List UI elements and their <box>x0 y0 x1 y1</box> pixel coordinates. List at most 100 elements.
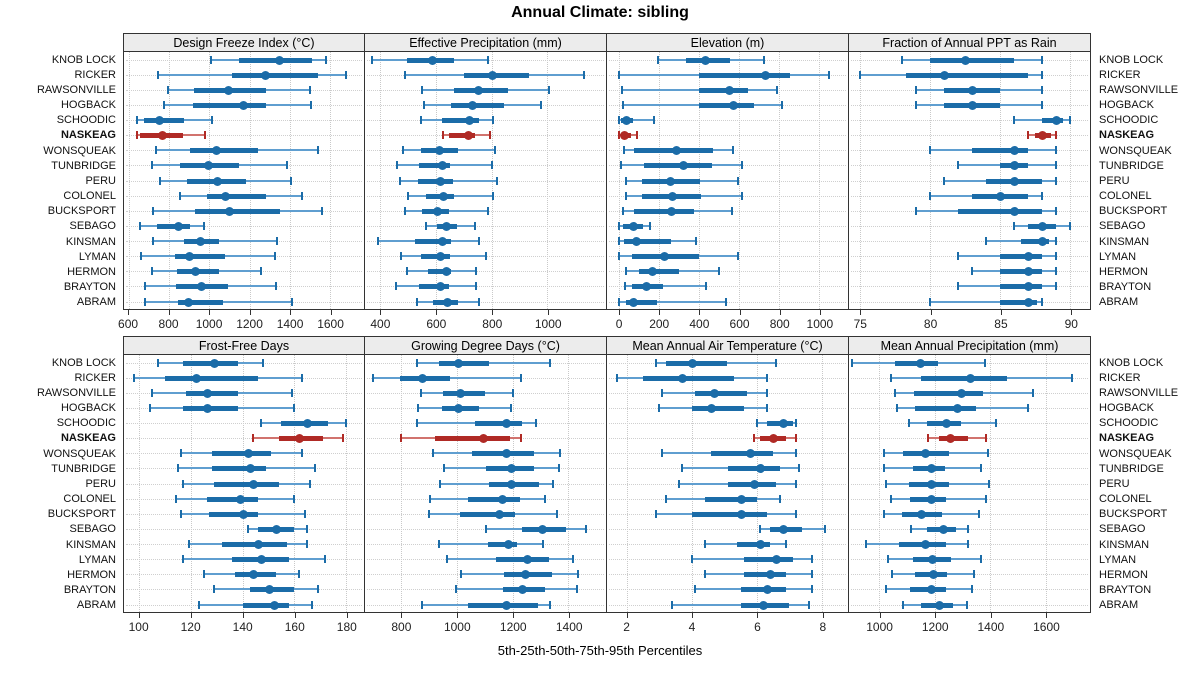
tick-label: 600 <box>729 317 750 331</box>
row-guide <box>851 135 1088 137</box>
median-dot <box>455 388 465 398</box>
gridline <box>345 355 347 612</box>
series-row-tunbridge <box>365 461 606 476</box>
series-row-ricker <box>607 67 848 82</box>
panel-mean-annual-precipitation-mm <box>849 355 1091 613</box>
series-row-wonsqueak <box>849 446 1090 461</box>
series-row-hogback <box>124 97 364 112</box>
whisker-cap <box>140 252 143 261</box>
median-dot <box>468 100 478 110</box>
tick-mark <box>492 310 494 315</box>
gridline <box>380 52 382 309</box>
percentile-bar-25-75 <box>624 239 671 245</box>
median-dot <box>501 449 511 459</box>
whisker-cap <box>404 206 407 215</box>
tick-mark <box>436 310 438 315</box>
series-row-ricker <box>365 370 606 385</box>
tick-label: 4 <box>688 620 696 634</box>
panel-header-fraction-of-annual-ppt-as-rain: Fraction of Annual PPT as Rain <box>849 33 1091 52</box>
whisker-cap <box>621 85 623 94</box>
station-label-sebago: SEBAGO <box>1099 220 1146 233</box>
tick-mark <box>692 613 694 618</box>
row-guide <box>367 286 604 288</box>
tick-mark <box>209 310 211 315</box>
series-row-bucksport <box>365 506 606 521</box>
tick-label: 120 <box>180 620 201 634</box>
series-row-sebago <box>607 521 848 536</box>
panel-rows <box>365 355 606 612</box>
whisker-cap <box>703 540 706 549</box>
median-dot <box>677 373 687 383</box>
whisker-cap <box>890 570 893 579</box>
whisker-cap <box>539 100 542 109</box>
whisker-cap <box>547 85 550 94</box>
whisker-cap <box>398 176 401 185</box>
whisker-cap <box>557 464 560 473</box>
series-row-ricker <box>607 370 848 385</box>
series-row-bucksport <box>124 203 364 218</box>
station-label-lyman: LYMAN <box>78 553 116 566</box>
median-dot <box>622 116 631 126</box>
tick-label: 90 <box>1064 317 1078 331</box>
median-dot <box>915 358 925 368</box>
series-row-rawsonville <box>365 385 606 400</box>
station-label-hogback: HOGBACK <box>1099 99 1155 112</box>
whisker-cap <box>624 282 626 291</box>
whisker-cap <box>342 434 345 443</box>
median-dot <box>204 161 214 171</box>
whisker-cap <box>1026 403 1029 412</box>
median-dot <box>501 419 511 429</box>
whisker-cap <box>1013 221 1016 230</box>
median-dot <box>725 85 734 95</box>
median-dot <box>246 464 256 474</box>
whisker-cap <box>778 494 781 503</box>
tick-label: 2 <box>623 620 630 634</box>
whisker-cap <box>177 464 180 473</box>
row-guide <box>609 135 846 137</box>
median-dot <box>465 116 475 126</box>
median-dot <box>749 479 759 489</box>
median-dot <box>192 373 202 383</box>
percentile-bar-25-75 <box>644 163 712 169</box>
panel-title: Growing Degree Days (°C) <box>411 338 560 353</box>
series-row-tunbridge <box>849 158 1090 173</box>
whisker-cap <box>415 297 418 306</box>
series-row-peru <box>124 476 364 491</box>
whisker-cap <box>301 373 304 382</box>
whisker-cap <box>1070 373 1073 382</box>
whisker-cap <box>807 600 810 609</box>
median-dot <box>202 403 212 413</box>
series-row-schoodic <box>607 113 848 128</box>
median-dot <box>269 600 279 610</box>
median-dot <box>1010 176 1020 186</box>
whisker-cap <box>262 358 265 367</box>
gridline <box>1070 52 1072 309</box>
tick-label: 1400 <box>977 620 1005 634</box>
whisker-cap <box>654 358 657 367</box>
chart-title: Annual Climate: sibling <box>511 4 689 21</box>
median-dot <box>454 403 464 413</box>
whisker-cap <box>202 570 205 579</box>
series-row-hermon <box>607 264 848 279</box>
whisker-cap <box>979 555 982 564</box>
gridline <box>547 52 549 309</box>
median-dot <box>454 358 464 368</box>
percentile-bar-25-75 <box>699 72 790 78</box>
tick-mark <box>659 310 661 315</box>
whisker-cap <box>798 464 801 473</box>
percentile-bar-25-75 <box>711 451 774 457</box>
whisker-cap <box>1041 297 1044 306</box>
gridline <box>139 355 141 612</box>
whisker-cap <box>152 206 155 215</box>
whisker-cap <box>442 131 444 140</box>
panel-rows <box>365 52 606 309</box>
median-dot <box>996 191 1006 201</box>
median-dot <box>174 221 184 231</box>
median-dot <box>473 85 483 95</box>
series-row-naskeag <box>365 128 606 143</box>
station-label-wonsqueak: WONSQUEAK <box>1099 144 1172 157</box>
series-row-tunbridge <box>849 461 1090 476</box>
whisker-cap <box>549 358 552 367</box>
series-row-brayton <box>607 279 848 294</box>
whisker-cap <box>582 70 585 79</box>
